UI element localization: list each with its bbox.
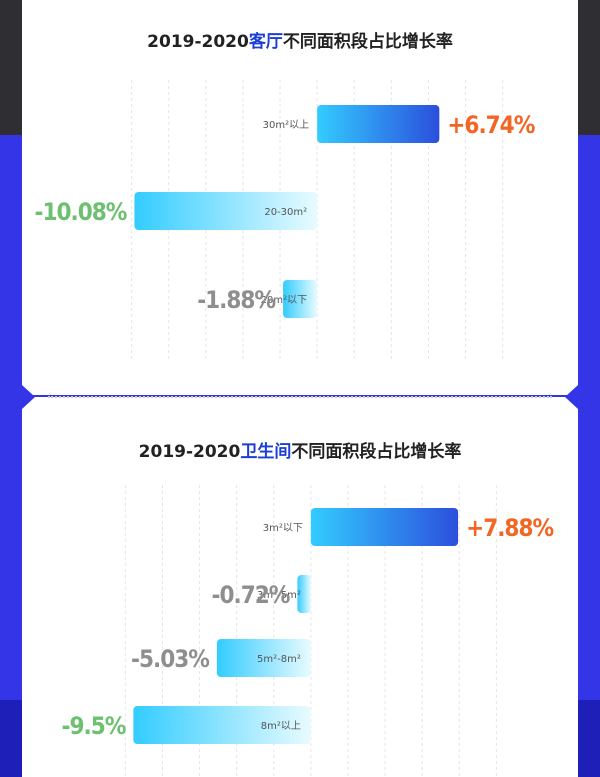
chart-title-bathroom: 2019-2020卫生间不同面积段占比增长率 xyxy=(0,437,600,462)
value-label: -9.5% xyxy=(62,712,126,740)
title-year-range: 2019-2020 xyxy=(138,442,241,462)
category-label: 20m²以下 xyxy=(261,295,307,306)
value-label: -10.08% xyxy=(35,198,127,226)
title-highlight-bathroom: 卫生间 xyxy=(240,442,292,462)
category-label: 8m²以上 xyxy=(261,720,301,732)
category-label: 20-30m² xyxy=(264,207,307,218)
category-label: 30m²以上 xyxy=(263,119,309,131)
title-year-range: 2019-2020 xyxy=(147,32,249,52)
value-label: -0.72% xyxy=(212,581,290,609)
bar-20m²以下 xyxy=(283,280,318,318)
value-label: +6.74% xyxy=(447,111,534,139)
card-notch-left xyxy=(22,385,35,409)
category-label: 3m²-5m² xyxy=(257,590,301,601)
title-highlight-living-room: 客厅 xyxy=(248,32,283,52)
value-label: +7.88% xyxy=(466,514,553,542)
category-label: 5m²-8m² xyxy=(257,654,301,665)
chart-title-living-room: 2019-2020客厅不同面积段占比增长率 xyxy=(0,27,600,52)
bar-20-30m² xyxy=(134,192,318,230)
bar-30m²以上 xyxy=(317,105,440,143)
bar-3m²-5m² xyxy=(297,575,311,613)
title-suffix: 不同面积段占比增长率 xyxy=(291,442,462,462)
value-label: -5.03% xyxy=(131,645,209,673)
bar-3m²以下 xyxy=(310,508,459,546)
card-separator xyxy=(48,396,552,398)
card-notch-right xyxy=(565,385,578,409)
title-suffix: 不同面积段占比增长率 xyxy=(282,32,453,52)
bar-5m²-8m² xyxy=(216,639,311,677)
value-label: -1.88% xyxy=(197,286,275,314)
bar-8m²以上 xyxy=(133,706,311,744)
category-label: 3m²以下 xyxy=(263,523,303,534)
